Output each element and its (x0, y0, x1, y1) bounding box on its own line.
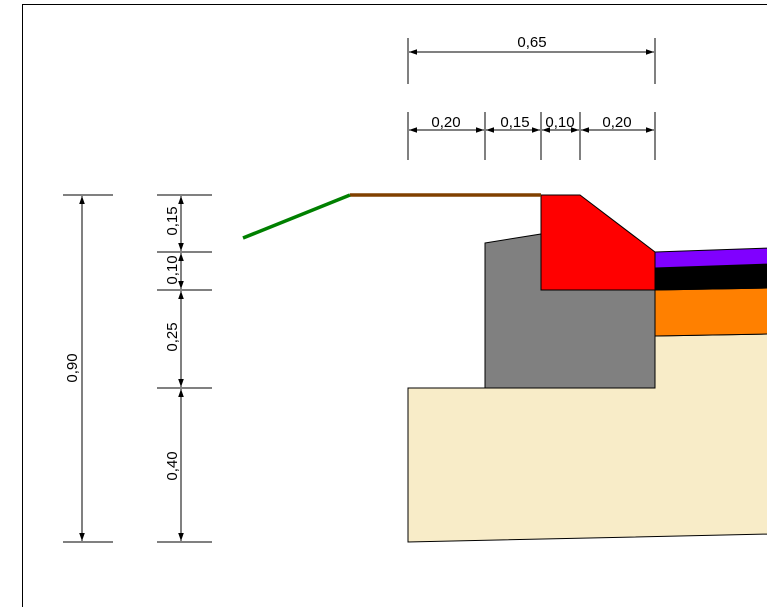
curb-stone (540, 194, 656, 291)
surface-layer (654, 247, 767, 269)
dim-left-seg-2-label: 0,10 (164, 255, 181, 284)
dim-top-seg-1-label: 0,20 (431, 114, 460, 131)
dim-top-seg-4-label: 0,20 (602, 114, 631, 131)
slope-line (242, 193, 351, 240)
dim-left-seg-3-label: 0,25 (164, 322, 181, 351)
dim-top-total-label: 0,65 (517, 34, 546, 51)
dim-top-seg-3-label: 0,10 (545, 114, 574, 131)
subbase-layer (654, 287, 767, 337)
top-dimensions: 0,65 0,20 0,15 0,10 0,20 (407, 34, 656, 160)
dim-left-total-label: 0,90 (64, 353, 81, 382)
dim-left-seg-1-label: 0,15 (164, 206, 181, 235)
dim-top-seg-2-label: 0,15 (500, 114, 529, 131)
left-dimensions: 0,90 0,15 0,10 0,25 0,40 (63, 194, 212, 543)
dim-left-seg-4-label: 0,40 (164, 451, 181, 480)
drawing-frame (22, 4, 767, 607)
